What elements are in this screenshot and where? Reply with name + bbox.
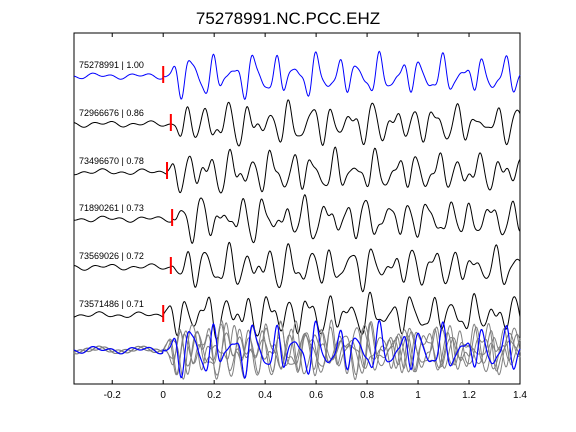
trace-line-5	[73, 241, 521, 293]
x-tick-label-3: 0.4	[258, 390, 272, 401]
x-tick-label-4: 0.6	[309, 390, 323, 401]
stacked-traces	[73, 319, 521, 381]
trace-5: 73569026 | 0.72	[73, 241, 521, 293]
trace-label-6: 73571486 | 0.71	[79, 299, 144, 309]
trace-line-2	[73, 99, 521, 147]
x-tick-label-6: 1	[415, 390, 421, 401]
chart-title: 75278991.NC.PCC.EHZ	[196, 9, 380, 28]
trace-label-1: 75278991 | 1.00	[79, 60, 144, 70]
trace-6: 73571486 | 0.71	[73, 291, 521, 340]
x-axis: -0.2 0 0.2 0.4 0.6 0.8 1 1.2 1.4	[104, 33, 527, 401]
trace-2: 72966676 | 0.86	[73, 99, 521, 147]
trace-line-4	[73, 194, 521, 244]
x-tick-label-7: 1.2	[462, 390, 476, 401]
trace-3: 73496670 | 0.78	[73, 146, 521, 194]
trace-label-2: 72966676 | 0.86	[79, 108, 144, 118]
trace-label-4: 71890261 | 0.73	[79, 203, 144, 213]
x-tick-label-0: -0.2	[104, 390, 122, 401]
trace-label-3: 73496670 | 0.78	[79, 156, 144, 166]
trace-4: 71890261 | 0.73	[73, 194, 521, 244]
trace-line-1	[73, 50, 521, 101]
stack-overlay-trace-6	[73, 322, 521, 380]
trace-line-3	[73, 146, 521, 194]
x-tick-label-2: 0.2	[207, 390, 221, 401]
trace-line-6	[73, 291, 521, 340]
x-tick-label-1: 0	[160, 390, 166, 401]
trace-label-5: 73569026 | 0.72	[79, 251, 144, 261]
trace-1: 75278991 | 1.00	[73, 50, 521, 101]
traces-group: 75278991 | 1.00 72966676 | 0.86 73496670 |…	[73, 50, 521, 381]
x-tick-label-5: 0.8	[360, 390, 374, 401]
x-tick-label-8: 1.4	[513, 390, 527, 401]
plot-frame	[73, 32, 521, 385]
stack-primary-trace	[73, 319, 521, 380]
